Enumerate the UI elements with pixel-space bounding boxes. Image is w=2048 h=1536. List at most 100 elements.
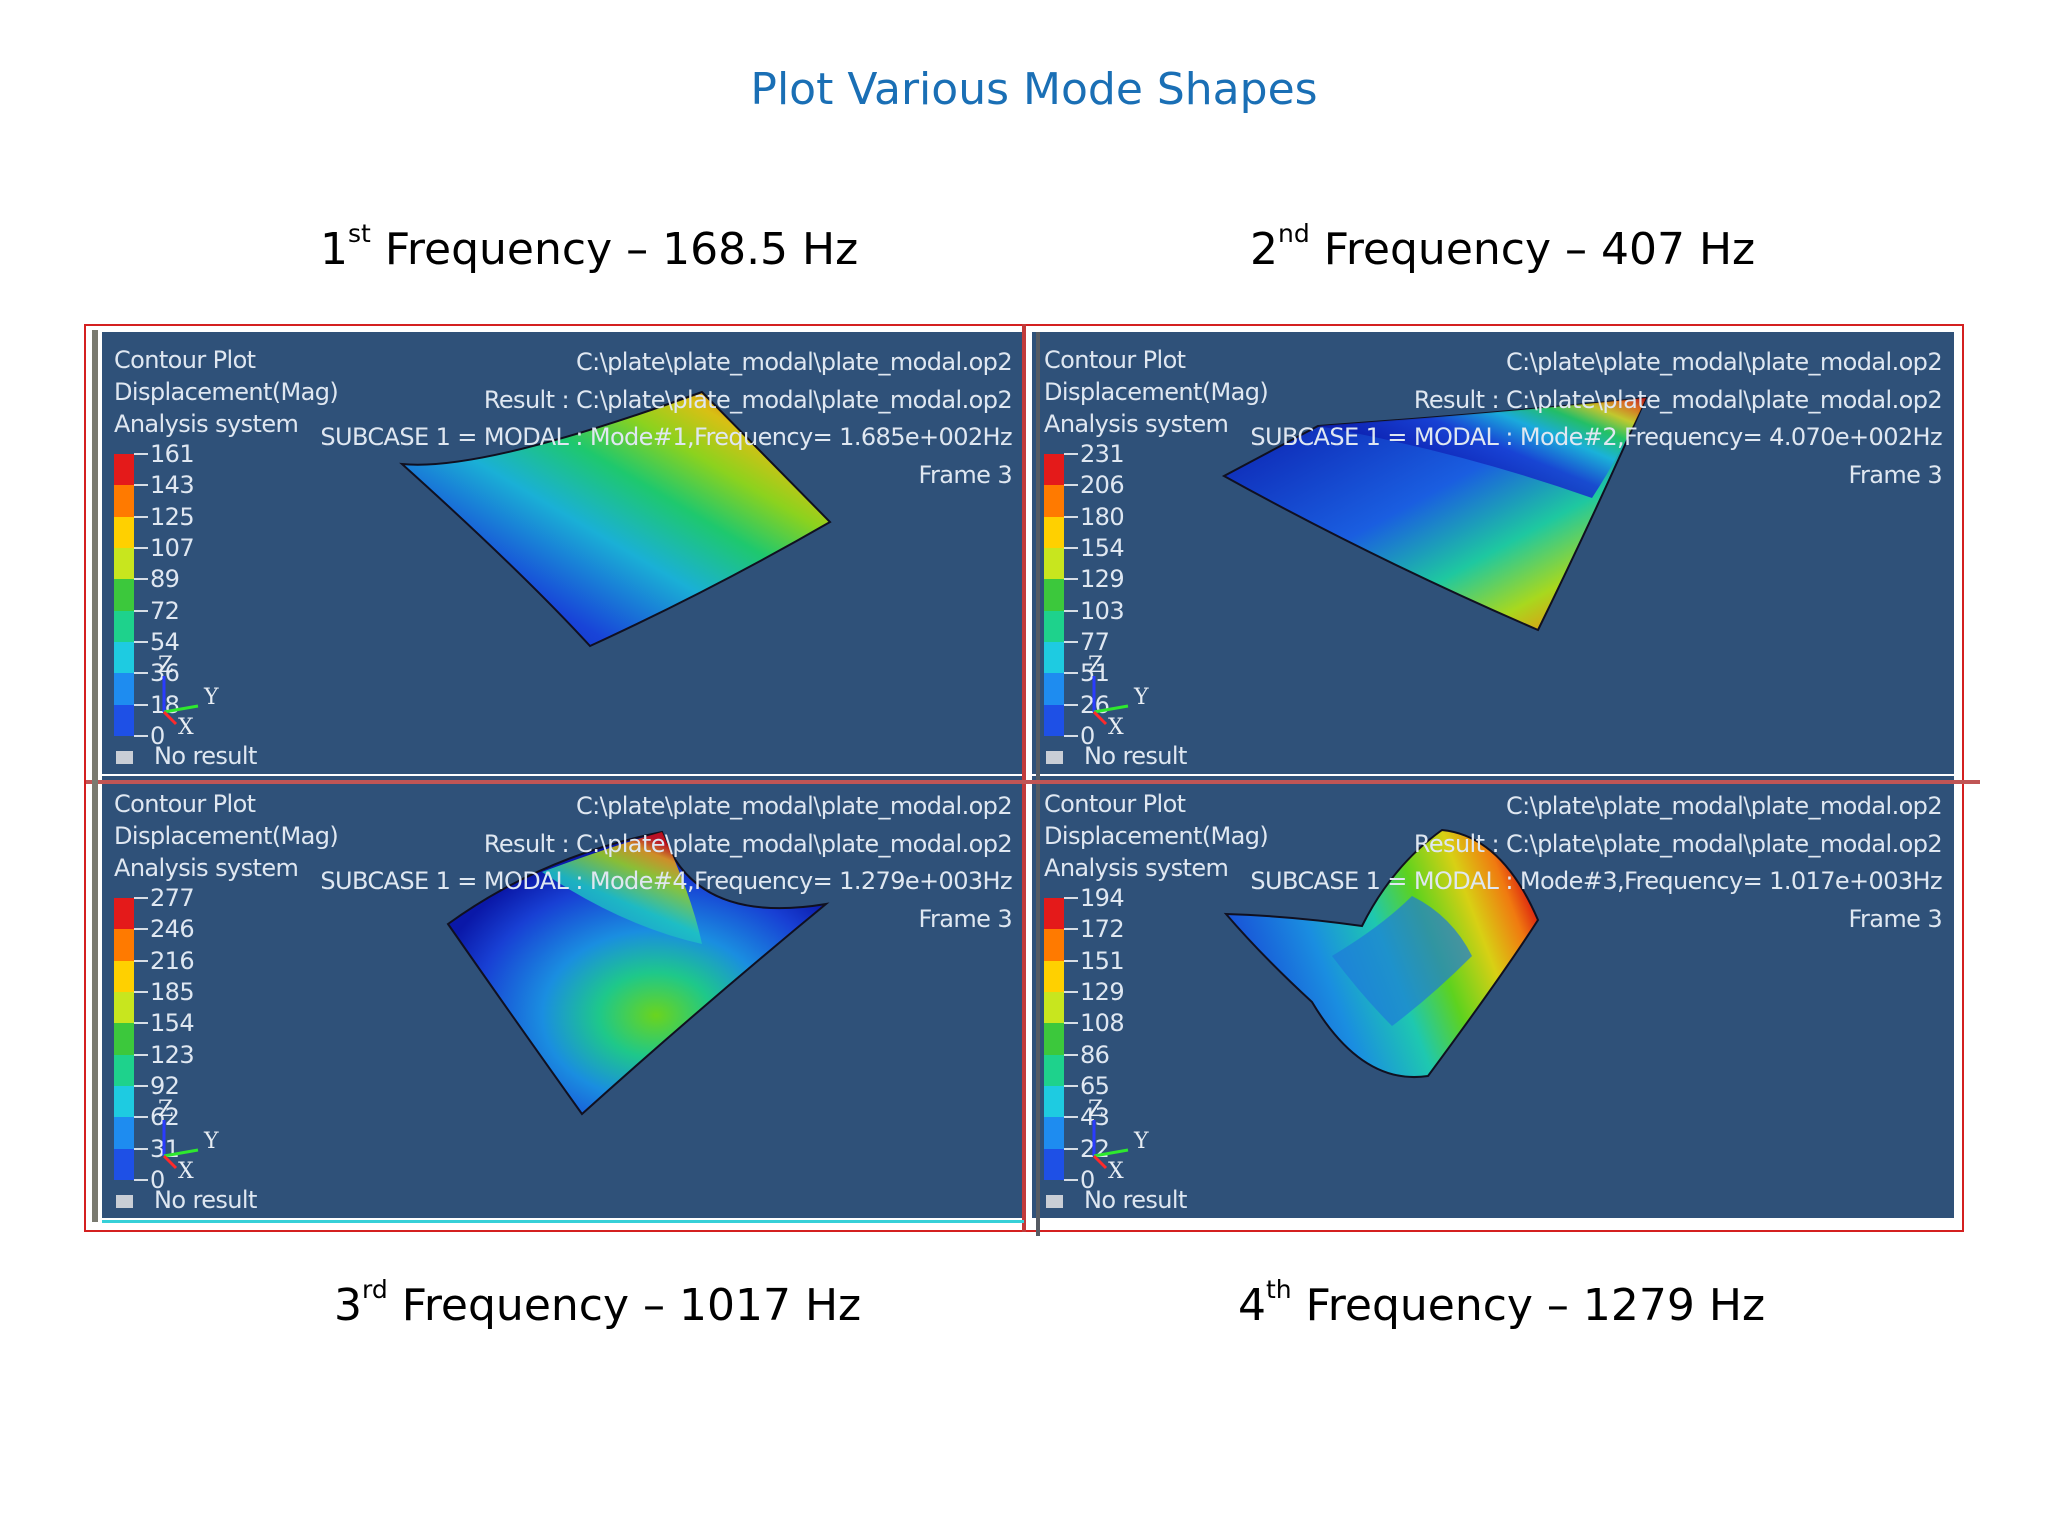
slide-title: Plot Various Mode Shapes	[750, 64, 1318, 115]
analysis-system-label: Analysis system	[114, 410, 299, 438]
legend-tick	[1064, 1147, 1078, 1150]
legend-tick	[134, 990, 148, 993]
legend-value: 77	[1080, 627, 1110, 656]
legend-tick	[134, 1116, 148, 1119]
legend-swatch	[1044, 960, 1064, 992]
legend-tick	[134, 1084, 148, 1087]
legend-value: 123	[150, 1040, 195, 1069]
legend-swatch	[114, 579, 134, 611]
subcase-label: SUBCASE 1 = MODAL : Mode#1,Frequency= 1.…	[320, 423, 1012, 451]
legend-swatch	[114, 641, 134, 674]
no-result-swatch	[116, 1195, 133, 1208]
legend-tick	[1064, 897, 1078, 899]
legend-swatch	[1044, 610, 1064, 642]
legend-swatch	[1044, 898, 1064, 930]
legend-tick	[1064, 672, 1078, 675]
legend-swatch	[1044, 704, 1064, 736]
no-result-swatch	[116, 751, 133, 764]
legend-tick	[134, 1178, 148, 1181]
legend-value: 129	[1080, 977, 1125, 1006]
left-edge-bar	[92, 330, 98, 1222]
legend-value: 65	[1080, 1071, 1110, 1100]
legend-tick	[134, 928, 148, 931]
legend-tick	[134, 515, 148, 518]
legend-tick	[1064, 703, 1078, 706]
legend-value: 129	[1080, 565, 1125, 594]
mode-shape-contour	[1221, 396, 1648, 632]
vertical-divider	[1022, 324, 1026, 1232]
legend-swatch	[114, 454, 134, 486]
legend-swatch	[1044, 516, 1064, 548]
axis-triad-icon: Z YX	[158, 653, 220, 740]
viewport-mode-2[interactable]: Contour Plot Displacement(Mag) Analysis sy…	[1032, 332, 1954, 774]
mode-shape-contour	[1223, 828, 1540, 1078]
axis-x-label: X	[178, 1159, 194, 1184]
legend-swatch	[1044, 454, 1064, 486]
legend-value: 154	[150, 1009, 195, 1038]
legend-value: 54	[150, 627, 180, 656]
axis-x-label: X	[1108, 715, 1124, 740]
legend-swatch	[114, 485, 134, 517]
legend-value: 72	[150, 596, 180, 625]
legend-value: 194	[1080, 884, 1125, 912]
legend-value: 89	[150, 565, 180, 594]
result-path-label: Result : C:\plate\plate_modal\plate_moda…	[1413, 830, 1943, 858]
subcase-label: SUBCASE 1 = MODAL : Mode#2,Frequency= 4.…	[1250, 423, 1942, 451]
legend-tick	[1064, 1178, 1078, 1181]
file-path-label: C:\plate\plate_modal\plate_modal.op2	[575, 792, 1013, 820]
legend-tick	[134, 1147, 148, 1150]
no-result-label: No result	[1084, 742, 1187, 770]
result-path-label: Result : C:\plate\plate_modal\plate_moda…	[1413, 386, 1943, 414]
legend-swatch	[114, 898, 134, 930]
legend-tick	[134, 959, 148, 962]
axis-y-label: Y	[203, 1129, 219, 1154]
legend-tick	[1064, 640, 1078, 643]
viewport-mode-4[interactable]: Contour Plot Displacement(Mag) Analysis sy…	[102, 776, 1024, 1218]
legend-swatch	[114, 991, 134, 1024]
legend-color-bar	[114, 454, 134, 736]
no-result-swatch	[1046, 751, 1063, 764]
legend-tick	[1064, 928, 1078, 931]
axis-z-label: Z	[1088, 1097, 1103, 1122]
legend-tick	[134, 897, 148, 899]
legend-value: 107	[150, 533, 195, 562]
result-type-label: Displacement(Mag)	[114, 378, 339, 406]
plot-type-label: Contour Plot	[1044, 790, 1186, 818]
legend-tick	[1064, 484, 1078, 487]
result-type-label: Displacement(Mag)	[1044, 822, 1269, 850]
legend-value: 151	[1080, 946, 1125, 975]
legend-value: 0	[1080, 1165, 1095, 1194]
legend-tick	[134, 546, 148, 549]
legend-value: 103	[1080, 596, 1125, 625]
no-result-label: No result	[1084, 1186, 1187, 1214]
analysis-system-label: Analysis system	[114, 854, 299, 882]
legend-value: 216	[150, 946, 195, 975]
legend-value: 0	[150, 1165, 165, 1194]
viewport-mode-3[interactable]: Contour Plot Displacement(Mag) Analysis sy…	[1032, 776, 1954, 1218]
legend-tick	[134, 672, 148, 675]
legend-tick	[134, 703, 148, 706]
no-result-label: No result	[154, 742, 257, 770]
viewport-mode-1[interactable]: Contour Plot Displacement(Mag) Analysis sy…	[102, 332, 1024, 774]
legend-swatch	[114, 1148, 134, 1180]
legend-swatch	[1044, 547, 1064, 580]
frequency-label-2: 2nd Frequency – 407 Hz	[1250, 219, 1756, 275]
legend-swatch	[1044, 485, 1064, 517]
legend-tick	[1064, 734, 1078, 737]
legend-value: 125	[150, 502, 195, 531]
frequency-label-4: 4th Frequency – 1279 Hz	[1238, 1275, 1766, 1331]
legend-value: 185	[150, 977, 195, 1006]
no-result-label: No result	[154, 1186, 257, 1214]
axis-triad-icon: Z YX	[1088, 1097, 1150, 1184]
legend-swatch	[1044, 1148, 1064, 1180]
legend-swatch	[114, 547, 134, 580]
frame-label: Frame 3	[1848, 905, 1943, 933]
legend-tick	[134, 578, 148, 581]
legend-value: 277	[150, 884, 195, 912]
legend-value: 206	[1080, 471, 1125, 500]
result-path-label: Result : C:\plate\plate_modal\plate_moda…	[483, 830, 1013, 858]
legend-swatch	[114, 704, 134, 736]
legend-tick	[1064, 578, 1078, 581]
legend-swatch	[1044, 673, 1064, 705]
legend-swatch	[114, 1023, 134, 1055]
